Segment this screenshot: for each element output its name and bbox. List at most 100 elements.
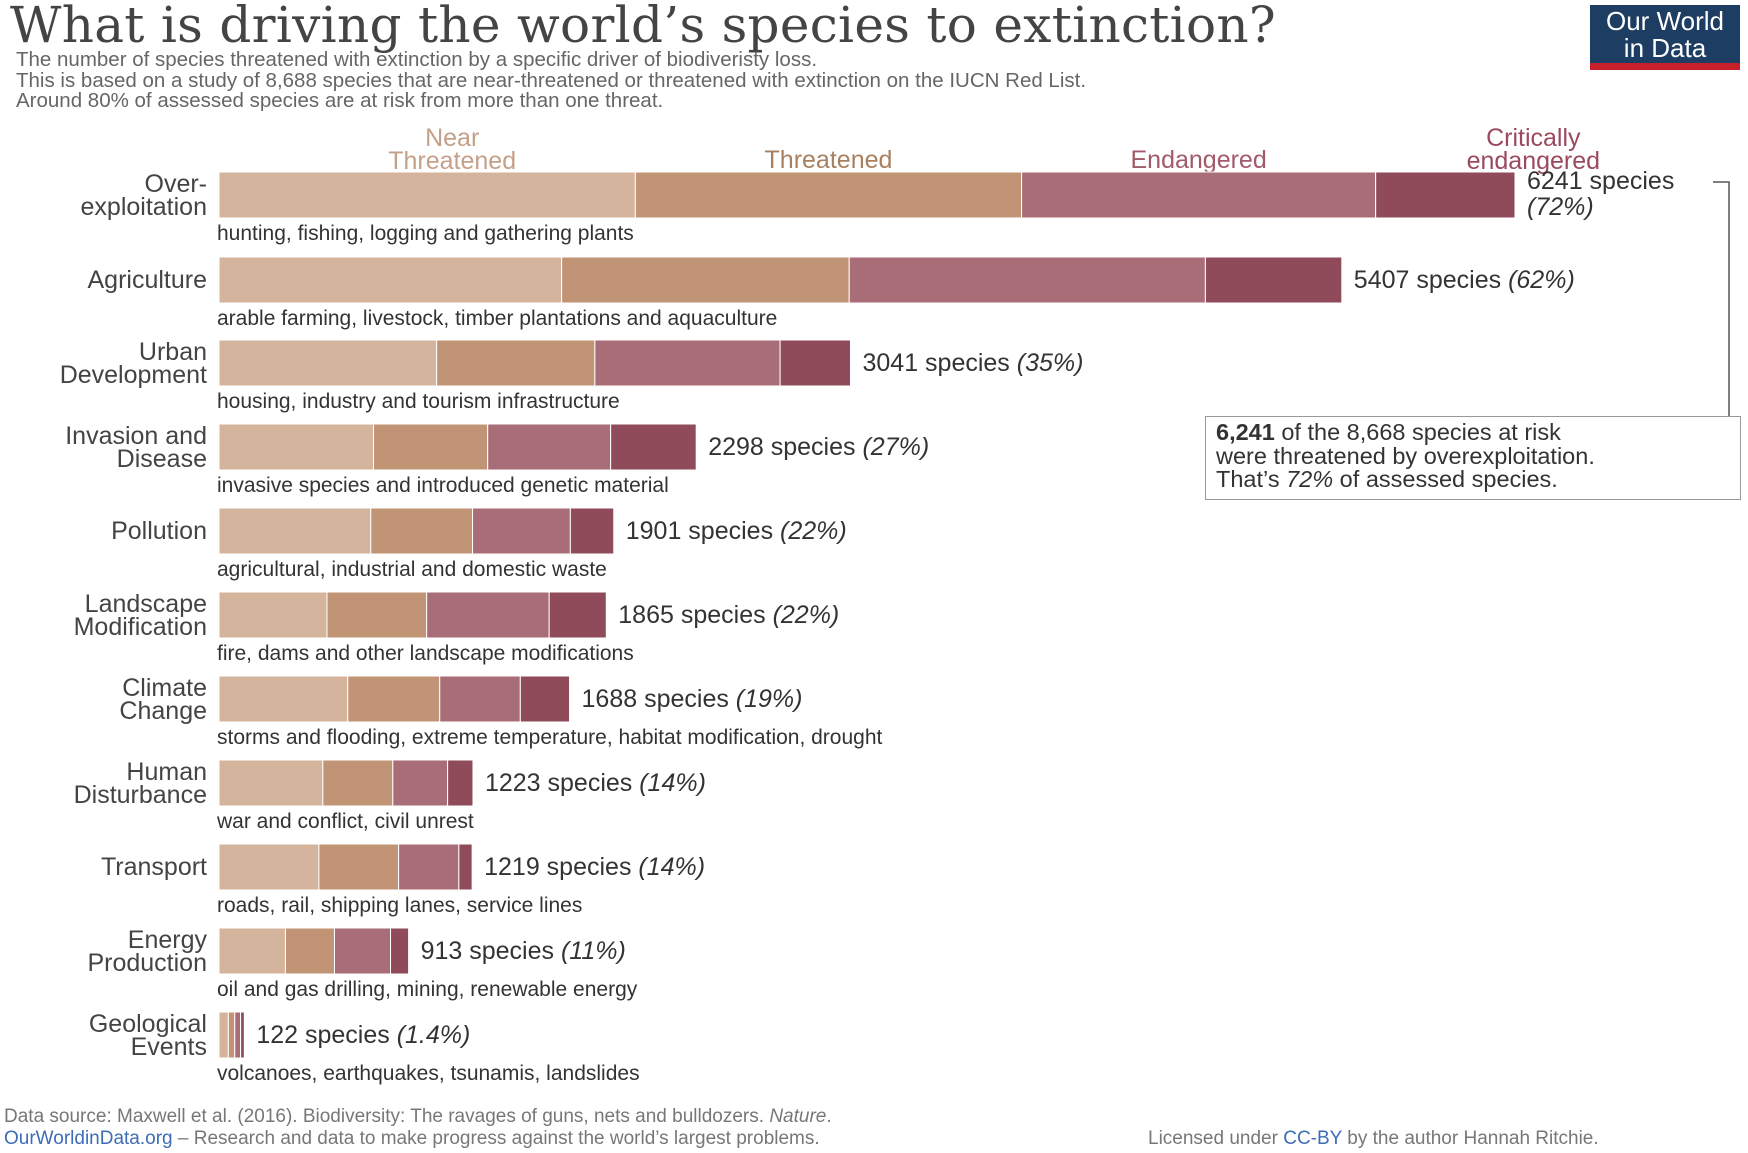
value-pct-over-exploitation: (72%) xyxy=(1527,193,1594,221)
bar-segment-climate-change-endangered xyxy=(439,675,521,723)
category-label-geological-events-line-2: Events xyxy=(131,1033,207,1061)
value-pct-pollution: (22%) xyxy=(780,517,847,545)
description-human-disturbance: war and conflict, civil unrest xyxy=(216,810,474,833)
owid-site-link[interactable]: OurWorldinData.org xyxy=(4,1128,173,1149)
value-label-transport: 1219 species (14%) xyxy=(484,853,705,881)
license-post: by the author Hannah Ritchie. xyxy=(1342,1128,1599,1149)
category-label-climate-change-line-1: Climate xyxy=(122,674,207,702)
bar-segment-agriculture-critically-endangered xyxy=(1204,256,1343,304)
source-journal: Nature xyxy=(769,1106,827,1127)
bar-segment-geological-events-near-threatened xyxy=(218,1011,229,1059)
bar-segment-urban-development-endangered xyxy=(594,339,781,387)
value-count-pollution: 1901 species xyxy=(626,517,780,545)
logo-line-1: Our World xyxy=(1606,6,1724,36)
bar-segment-agriculture-near-threatened xyxy=(218,256,563,304)
bar-segment-transport-endangered xyxy=(398,843,460,891)
bar-segment-agriculture-threatened xyxy=(561,256,850,304)
bar-segment-urban-development-critically-endangered xyxy=(779,339,851,387)
value-count-energy-production: 913 species xyxy=(421,937,561,965)
value-pct-agriculture: (62%) xyxy=(1508,266,1575,294)
bar-segment-transport-critically-endangered xyxy=(458,843,473,891)
legend-critically-endangered-line-2: endangered xyxy=(1467,147,1600,175)
bar-segment-invasion-and-disease-threatened xyxy=(372,423,489,471)
bar-segment-over-exploitation-near-threatened xyxy=(218,171,636,219)
category-label-geological-events-line-1: Geological xyxy=(89,1010,207,1038)
value-label-landscape-modification: 1865 species (22%) xyxy=(618,601,839,629)
legend-threatened-line-1: Threatened xyxy=(765,146,893,174)
value-pct-climate-change: (19%) xyxy=(736,685,803,713)
category-label-pollution-line-1: Pollution xyxy=(111,517,207,545)
bar-segment-climate-change-critically-endangered xyxy=(519,675,571,723)
bar-segment-pollution-endangered xyxy=(472,507,571,555)
category-label-human-disturbance-line-1: Human xyxy=(126,758,207,786)
license-credit: Licensed under CC-BY by the author Hanna… xyxy=(1148,1128,1599,1150)
site-credit: OurWorldinData.org – Research and data t… xyxy=(4,1128,820,1150)
value-label-pollution: 1901 species (22%) xyxy=(626,517,847,545)
value-pct-human-disturbance: (14%) xyxy=(639,769,706,797)
bar-segment-energy-production-critically-endangered xyxy=(390,927,410,975)
bar-segment-over-exploitation-endangered xyxy=(1021,171,1377,219)
value-pct-transport: (14%) xyxy=(638,853,705,881)
bar-segment-human-disturbance-threatened xyxy=(322,759,394,807)
bar-segment-invasion-and-disease-critically-endangered xyxy=(610,423,697,471)
annotation-line-3-post: of assessed species. xyxy=(1333,466,1558,492)
chart-title: What is driving the world’s species to e… xyxy=(10,0,1276,54)
category-label-invasion-and-disease-line-2: Disease xyxy=(117,445,207,473)
category-label-urban-development-line-2: Development xyxy=(60,361,207,389)
license-link[interactable]: CC-BY xyxy=(1283,1128,1342,1149)
value-label-energy-production: 913 species (11%) xyxy=(421,937,626,965)
value-count-urban-development: 3041 species xyxy=(862,349,1016,377)
value-pct-urban-development: (35%) xyxy=(1017,349,1084,377)
category-label-climate-change-line-2: Change xyxy=(119,697,207,725)
source-text: Data source: Maxwell et al. (2016). Biod… xyxy=(4,1106,770,1127)
annotation-pct: 72% xyxy=(1286,466,1334,492)
value-label-human-disturbance: 1223 species (14%) xyxy=(485,769,706,797)
bar-segment-energy-production-threatened xyxy=(284,927,335,975)
bar-segment-urban-development-threatened xyxy=(436,339,596,387)
source-end: . xyxy=(826,1106,832,1127)
subtitle-line-2: This is based on a study of 8,688 specie… xyxy=(16,69,1087,92)
annotation-bold-number: 6,241 xyxy=(1216,419,1275,445)
data-source: Data source: Maxwell et al. (2016). Biod… xyxy=(4,1106,832,1128)
legend-endangered-line-1: Endangered xyxy=(1131,146,1267,174)
annotation-line-2: were threatened by overexploitation. xyxy=(1216,442,1595,469)
category-label-invasion-and-disease-line-1: Invasion and xyxy=(65,422,207,450)
category-label-landscape-modification-line-1: Landscape xyxy=(85,590,207,618)
bar-segment-climate-change-near-threatened xyxy=(218,675,349,723)
value-count-climate-change: 1688 species xyxy=(582,685,736,713)
annotation-line-1: of the 8,668 species at risk xyxy=(1274,419,1561,445)
bar-segment-landscape-modification-near-threatened xyxy=(218,591,328,639)
legend-near-threatened-line-1: Near xyxy=(425,124,479,152)
owid-logo[interactable]: Our World in Data xyxy=(1590,5,1740,70)
bar-segment-human-disturbance-near-threatened xyxy=(218,759,324,807)
bar-segment-geological-events-endangered xyxy=(234,1011,242,1059)
bar-segment-pollution-near-threatened xyxy=(218,507,372,555)
bar-segment-over-exploitation-critically-endangered xyxy=(1375,171,1516,219)
category-label-landscape-modification-line-2: Modification xyxy=(74,613,207,641)
bar-segment-geological-events-critically-endangered xyxy=(240,1011,245,1059)
value-pct-invasion-and-disease: (27%) xyxy=(862,433,929,461)
legend-critically-endangered-line-1: Critically xyxy=(1486,124,1581,152)
value-count-human-disturbance: 1223 species xyxy=(485,769,639,797)
description-agriculture: arable farming, livestock, timber planta… xyxy=(217,307,777,330)
bar-segment-human-disturbance-endangered xyxy=(392,759,449,807)
category-label-over-exploitation-line-2: exploitation xyxy=(81,193,207,221)
bar-segment-agriculture-endangered xyxy=(848,256,1206,304)
bar-segment-urban-development-near-threatened xyxy=(218,339,438,387)
value-count-transport: 1219 species xyxy=(484,853,638,881)
logo-line-2: in Data xyxy=(1623,33,1707,63)
category-label-energy-production-line-2: Production xyxy=(87,949,207,977)
description-climate-change: storms and flooding, extreme temperature… xyxy=(217,726,883,749)
subtitle-line-3: Around 80% of assessed species are at ri… xyxy=(16,89,664,112)
description-transport: roads, rail, shipping lanes, service lin… xyxy=(217,894,582,917)
overexploitation-annotation: 6,241 of the 8,668 species at risk were … xyxy=(1205,416,1741,500)
description-geological-events: volcanoes, earthquakes, tsunamis, landsl… xyxy=(217,1062,640,1085)
category-label-energy-production-line-1: Energy xyxy=(128,926,208,954)
value-count-geological-events: 122 species xyxy=(256,1021,396,1049)
bar-segment-energy-production-endangered xyxy=(333,927,392,975)
bar-segment-human-disturbance-critically-endangered xyxy=(447,759,474,807)
legend-near-threatened-line-2: Threatened xyxy=(388,147,516,175)
bar-segment-transport-threatened xyxy=(318,843,400,891)
bar-segment-energy-production-near-threatened xyxy=(218,927,286,975)
